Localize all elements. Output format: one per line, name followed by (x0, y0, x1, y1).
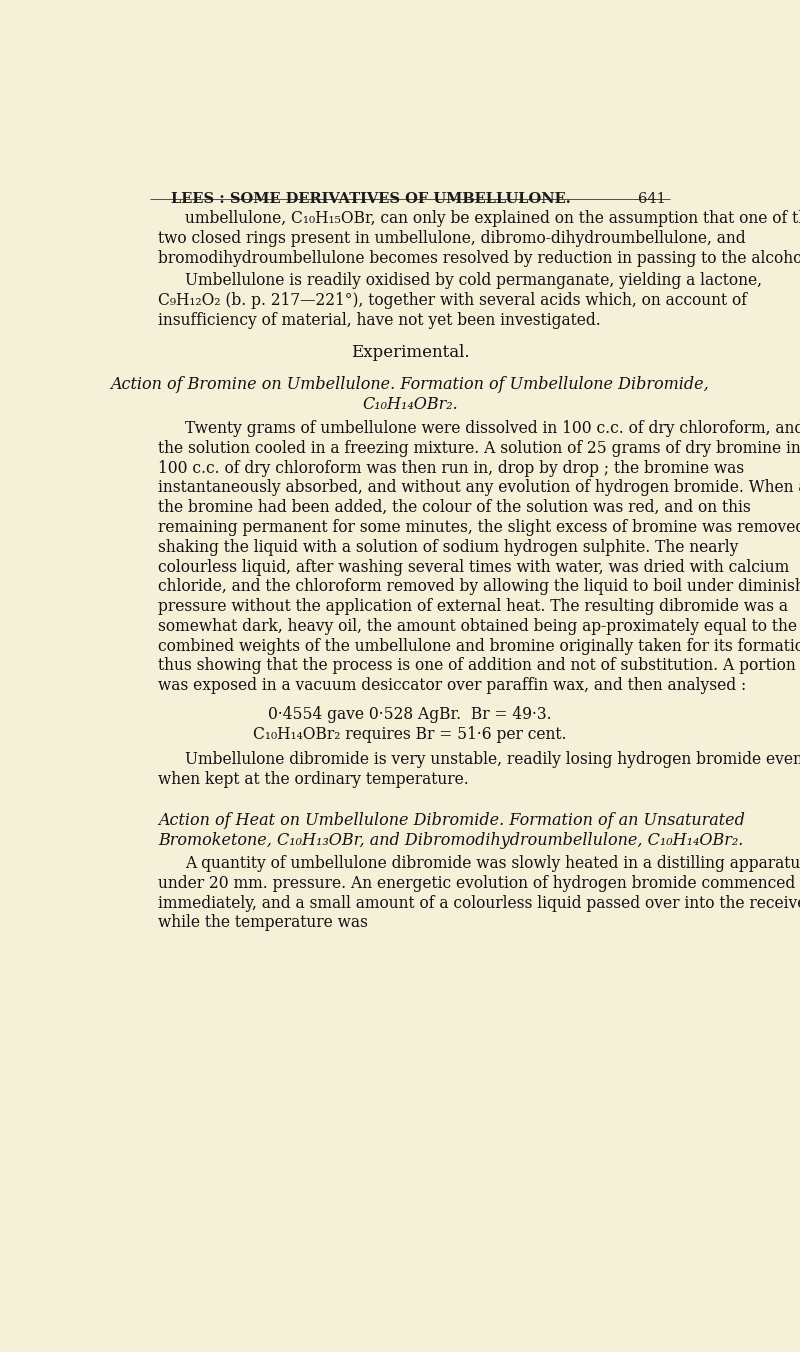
Text: C₁₀H₁₄OBr₂.: C₁₀H₁₄OBr₂. (362, 396, 458, 412)
Text: Action of Heat on Umbellulone Dibromide. Formation of an Unsaturated: Action of Heat on Umbellulone Dibromide.… (158, 811, 745, 829)
Text: insufficiency of material, have not yet been investigated.: insufficiency of material, have not yet … (158, 312, 601, 329)
Text: the bromine had been added, the colour of the solution was red, and on this: the bromine had been added, the colour o… (158, 499, 751, 516)
Text: C₉H₁₂O₂ (b. p. 217—221°), together with several acids which, on account of: C₉H₁₂O₂ (b. p. 217—221°), together with … (158, 292, 747, 310)
Text: two closed rings present in umbellulone, dibromo­dihydroumbellulone, and: two closed rings present in umbellulone,… (158, 230, 746, 247)
Text: Umbellulone is readily oxidised by cold permanganate, yielding a lactone,: Umbellulone is readily oxidised by cold … (186, 272, 762, 289)
Text: LEES : SOME DERIVATIVES OF UMBELLULONE.: LEES : SOME DERIVATIVES OF UMBELLULONE. (171, 192, 571, 206)
Text: pressure without the application of external heat. The resulting dibromide was a: pressure without the application of exte… (158, 598, 788, 615)
Text: Bromoketone, C₁₀H₁₃OBr, and Dibromodihydroumbellulone, C₁₀H₁₄OBr₂.: Bromoketone, C₁₀H₁₃OBr, and Dibromodihyd… (158, 831, 743, 849)
Text: thus showing that the process is one of addition and not of substitution. A port: thus showing that the process is one of … (158, 657, 796, 675)
Text: shaking the liquid with a solution of sodium hydrogen sulphite. The nearly: shaking the liquid with a solution of so… (158, 538, 738, 556)
Text: the solution cooled in a freezing mixture. A solution of 25 grams of dry bromine: the solution cooled in a freezing mixtur… (158, 439, 800, 457)
Text: under 20 mm. pressure. An energetic evolution of hydrogen bromide commenced almo: under 20 mm. pressure. An energetic evol… (158, 875, 800, 892)
Text: Action of Bromine on Umbellulone. Formation of Umbellulone Dibromide,: Action of Bromine on Umbellulone. Format… (110, 376, 710, 392)
Text: 100 c.c. of dry chloroform was then run in, drop by drop ; the bromine was: 100 c.c. of dry chloroform was then run … (158, 460, 744, 477)
Text: Twenty grams of umbellulone were dissolved in 100 c.c. of dry chloroform, and: Twenty grams of umbellulone were dissolv… (186, 420, 800, 437)
Text: instantaneously absorbed, and without any evolution of hydrogen bromide. When al: instantaneously absorbed, and without an… (158, 480, 800, 496)
Text: was exposed in a vacuum desiccator over paraffin wax, and then analysed :: was exposed in a vacuum desiccator over … (158, 677, 746, 694)
Text: Experimental.: Experimental. (350, 345, 470, 361)
Text: somewhat dark, heavy oil, the amount obtained being ap­proximately equal to the: somewhat dark, heavy oil, the amount obt… (158, 618, 797, 635)
Text: C₁₀H₁₄OBr₂ requires Br = 51·6 per cent.: C₁₀H₁₄OBr₂ requires Br = 51·6 per cent. (254, 726, 566, 742)
Text: when kept at the ordinary temperature.: when kept at the ordinary temperature. (158, 771, 469, 788)
Text: Umbellulone dibromide is very unstable, readily losing hydrogen bromide even: Umbellulone dibromide is very unstable, … (186, 752, 800, 768)
Text: umbellulone, C₁₀H₁₅OBr, can only be explained on the assumption that one of the: umbellulone, C₁₀H₁₅OBr, can only be expl… (186, 210, 800, 227)
Text: remaining permanent for some minutes, the slight excess of bromine was removed b: remaining permanent for some minutes, th… (158, 519, 800, 535)
Text: combined weights of the umbellulone and bromine originally taken for its formati: combined weights of the umbellulone and … (158, 638, 800, 654)
Text: A quantity of umbellulone dibromide was slowly heated in a distilling apparatus: A quantity of umbellulone dibromide was … (186, 856, 800, 872)
Text: 0·4554 gave 0·528 AgBr.  Br = 49·3.: 0·4554 gave 0·528 AgBr. Br = 49·3. (268, 706, 552, 723)
Text: bromodihydroumbellulone becomes resolved by reduction in passing to the alcohol.: bromodihydroumbellulone becomes resolved… (158, 250, 800, 266)
Text: while the temperature was: while the temperature was (158, 914, 368, 932)
Text: chloride, and the chloroform removed by allowing the liquid to boil under dimini: chloride, and the chloroform removed by … (158, 579, 800, 595)
Text: 641: 641 (638, 192, 666, 206)
Text: colourless liquid, after washing several times with water, was dried with calciu: colourless liquid, after washing several… (158, 558, 790, 576)
Text: immediately, and a small amount of a colourless liquid passed over into the rece: immediately, and a small amount of a col… (158, 895, 800, 911)
